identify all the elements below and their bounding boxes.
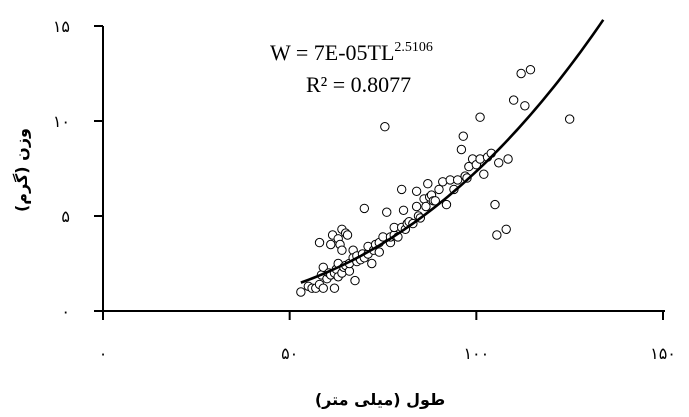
data-point	[516, 68, 526, 79]
data-point	[490, 199, 500, 210]
data-point	[494, 158, 504, 168]
data-point	[492, 230, 502, 240]
x-tick-label: ۵۰	[281, 344, 298, 363]
x-axis-title: طول (میلی متر)	[315, 390, 445, 409]
trendline	[300, 19, 605, 284]
data-point	[430, 196, 440, 206]
data-point	[525, 65, 536, 75]
data-point	[434, 184, 444, 195]
data-point	[458, 131, 468, 141]
data-point	[326, 239, 336, 250]
data-point	[508, 95, 519, 105]
data-point	[318, 262, 328, 272]
data-point	[296, 287, 306, 297]
data-point	[374, 247, 384, 257]
r-squared-label: R² = 0.8077	[306, 72, 411, 97]
data-point	[520, 101, 530, 111]
data-point	[367, 258, 377, 269]
data-point	[564, 114, 575, 124]
data-point	[441, 199, 452, 210]
equation-label: W = 7E-05TL2.5106 R² = 0.8077	[270, 40, 433, 97]
data-point	[396, 184, 407, 195]
data-point	[382, 207, 392, 217]
data-point	[456, 144, 467, 155]
data-point	[329, 283, 340, 293]
data-point	[411, 201, 422, 212]
y-tick-label: ۱۰	[53, 112, 70, 131]
y-tick-label: ۱۵	[53, 17, 70, 36]
equation-line1: W = 7E-05TL2.5106	[270, 40, 433, 65]
data-point	[359, 203, 370, 214]
data-point	[337, 245, 347, 255]
data-point	[423, 179, 433, 189]
data-point	[398, 205, 409, 216]
data-point	[501, 224, 511, 235]
data-point	[503, 154, 513, 164]
equation-main: W = 7E-05TL	[270, 40, 394, 65]
x-tick-label: ۰	[99, 344, 108, 363]
data-point	[411, 186, 422, 197]
y-tick-label: ۵	[61, 207, 70, 226]
equation-exponent: 2.5106	[394, 40, 433, 55]
data-point	[475, 112, 485, 122]
data-point	[380, 122, 390, 132]
data-point	[479, 169, 489, 179]
y-tick-label: ۰	[61, 302, 70, 321]
y-axis-title: وزن (گرم)	[12, 128, 31, 212]
data-point	[350, 275, 360, 286]
x-tick-label: ۱۵۰	[650, 344, 676, 363]
data-point	[318, 283, 328, 293]
data-point	[314, 237, 325, 248]
data-point	[342, 230, 353, 240]
data-point	[452, 175, 463, 185]
x-tick-label: ۱۰۰	[463, 344, 489, 363]
data-point	[421, 201, 431, 212]
